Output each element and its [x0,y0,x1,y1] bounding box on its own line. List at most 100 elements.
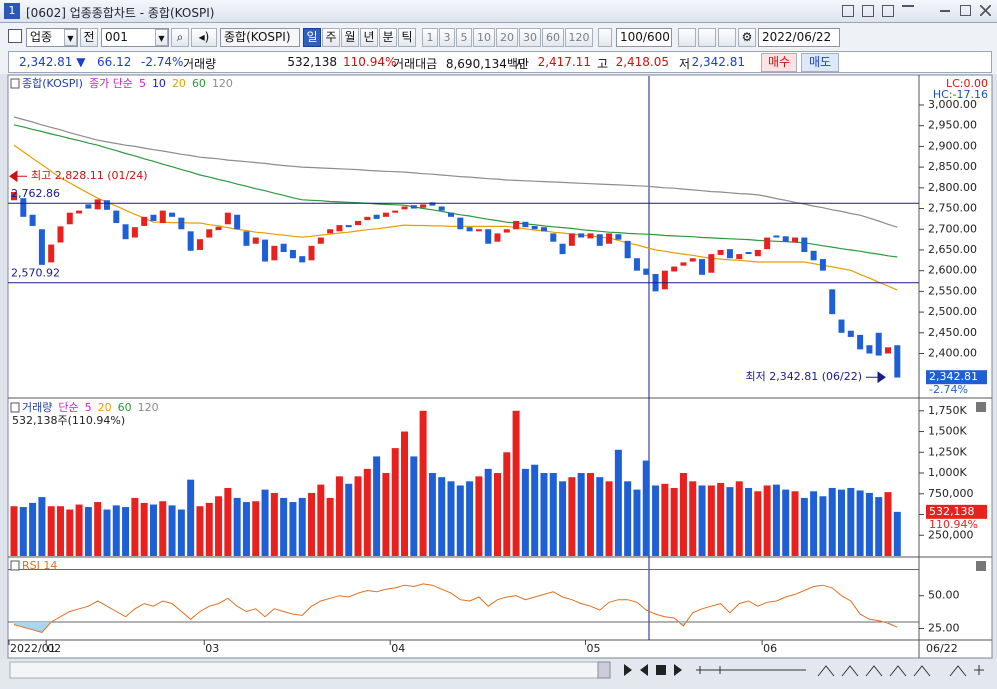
volume-bar [605,481,613,556]
candle [243,231,250,246]
volume-bar [66,509,74,556]
volume-bar [856,490,864,556]
sound-button[interactable]: ◂) [191,28,217,47]
volume-bar [84,507,92,556]
period-button[interactable]: 틱 [398,28,416,47]
candle [327,229,334,234]
volume-bar [242,502,250,556]
x-tick-label: 04 [391,642,405,655]
volume-bar [187,479,195,556]
volume-bar [521,468,529,556]
pane-button[interactable] [976,402,986,412]
title-button[interactable] [842,5,854,17]
interval-button[interactable]: 1 [422,28,438,47]
volume-bar [763,485,771,556]
title-button[interactable] [902,5,914,17]
candle [280,243,287,253]
y-tick-label: 3,000.00 [928,98,977,111]
settings-button[interactable]: ⚙ [738,28,756,47]
candle [262,239,269,262]
code-input[interactable]: 001 [101,28,169,47]
count-input[interactable]: 100/600 [616,28,672,47]
volume-bar [679,473,687,556]
title-button[interactable] [882,5,894,17]
candle [726,249,733,259]
name-field: 종합(KOSPI) [220,28,300,47]
candle [122,224,129,240]
dropdown[interactable] [598,28,612,47]
period-button[interactable]: 일 [303,28,321,47]
volume-bar [38,497,46,556]
volume-bar [493,473,501,556]
volume-bar [847,487,855,556]
window-title: [0602] 업종종합차트 - 종합(KOSPI) [26,6,215,20]
volume-bar [447,481,455,556]
scrollbar-thumb[interactable] [597,661,611,679]
menu-icon[interactable] [8,29,22,43]
price: 2,342.81 ▼ [19,55,86,69]
period-button[interactable]: 주 [322,28,340,47]
corner-label: HC:-17.16 [933,88,988,101]
y-tick-label: 2,900.00 [928,139,977,152]
volume-bar [140,502,148,556]
buy-button[interactable]: 매수 [761,53,797,72]
tool-icons[interactable] [817,665,984,677]
volume-bar [438,477,446,556]
interval-button[interactable]: 5 [456,28,472,47]
volume-bar [642,460,650,556]
volume-bar [884,492,892,556]
candle [410,205,417,209]
title-button[interactable] [862,5,874,17]
pane-button[interactable] [976,561,986,571]
candle [596,234,603,246]
tool-button[interactable] [678,28,696,47]
maximize-button[interactable] [960,5,971,16]
dropdown-arrow[interactable]: ▼ [155,29,168,46]
legend-item: 60 [192,77,206,90]
minimize-button[interactable] [940,10,950,12]
period-button[interactable]: 분 [379,28,397,47]
volume-bar [94,502,102,556]
interval-button[interactable]: 60 [542,28,564,47]
scope-button[interactable]: 전 [80,28,98,47]
candle [206,229,213,238]
candle [792,237,799,243]
interval-button[interactable]: 3 [439,28,455,47]
candle [699,259,706,275]
volume-bar [745,487,753,556]
y-tick-label: 2,450.00 [928,326,977,339]
interval-button[interactable]: 20 [496,28,518,47]
interval-button[interactable]: 10 [473,28,495,47]
volume: 532,138 [287,55,337,69]
interval-button[interactable]: 30 [519,28,541,47]
candle [745,252,752,255]
candle [420,204,427,208]
volume-bar [354,476,362,556]
rsi-title: RSI 14 [22,559,57,572]
candle [252,237,259,244]
zoom-slider[interactable] [696,666,806,674]
sell-button[interactable]: 매도 [801,53,839,72]
dropdown-arrow[interactable]: ▼ [64,29,77,46]
search-button[interactable]: ⌕ [171,28,189,47]
candle [615,234,622,240]
tool-button[interactable] [698,28,716,47]
ma-line [13,124,898,258]
volume-bar [875,497,883,556]
volume-tag [926,504,987,519]
scrollbar-track[interactable] [9,661,611,679]
close-button[interactable] [980,5,991,16]
period-button[interactable]: 년 [360,28,378,47]
legend-icon [10,560,20,571]
period-button[interactable]: 월 [341,28,359,47]
save-button[interactable] [718,28,736,47]
volume-bar [159,501,167,556]
candle [819,259,826,271]
date-input[interactable]: 2022/06/22 [758,28,840,47]
y-tick-label: 2,550.00 [928,284,977,297]
volume-bar [75,504,83,556]
interval-button[interactable]: 120 [565,28,593,47]
volume-bar [149,504,157,556]
y-tick-label: 2,600.00 [928,264,977,277]
